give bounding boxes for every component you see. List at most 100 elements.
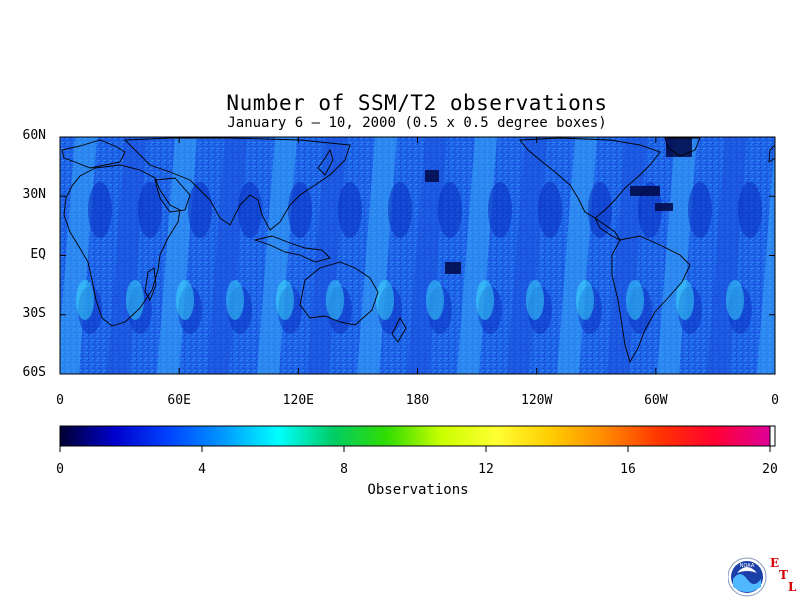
colorbar-label: 12 xyxy=(478,462,494,477)
asia-coast xyxy=(123,137,351,231)
swath-band xyxy=(557,137,597,374)
swath-gap xyxy=(238,182,262,238)
low-count-spot xyxy=(666,137,692,157)
swath-gap xyxy=(388,182,412,238)
colorbar-label: 8 xyxy=(340,462,348,477)
swath-band xyxy=(257,137,297,374)
swath-peak xyxy=(526,280,544,320)
swath-gap xyxy=(438,182,462,238)
lat-label: 60N xyxy=(22,128,46,143)
swath-gap xyxy=(538,182,562,238)
swath-peak xyxy=(726,280,744,320)
europe-coast xyxy=(61,139,126,169)
noaa-logo: NOAA xyxy=(728,557,767,597)
colorbar-label: 20 xyxy=(762,462,778,477)
colorbar-label: 16 xyxy=(620,462,636,477)
lat-label: 60S xyxy=(22,365,46,380)
coastlines xyxy=(61,137,775,364)
lon-label: 120E xyxy=(282,393,314,408)
lat-label: 30S xyxy=(22,305,46,321)
swath-gap xyxy=(328,286,352,334)
low-count-spot xyxy=(655,203,673,211)
lat-label: 30N xyxy=(22,187,46,203)
south-america-coast xyxy=(611,235,691,364)
low-count-spots xyxy=(425,137,692,274)
etl-letter-e: E xyxy=(770,556,780,570)
greenland-coast xyxy=(664,137,701,157)
swath-peak xyxy=(626,280,644,320)
low-count-spot xyxy=(425,170,439,182)
swath-peak xyxy=(326,280,344,320)
arabia-coast xyxy=(154,177,191,213)
colorbar-label: 4 xyxy=(198,462,206,477)
swath-gap xyxy=(288,182,312,238)
north-america-coast xyxy=(519,137,661,219)
swath-peak xyxy=(426,280,444,320)
swath-band xyxy=(107,137,147,374)
indonesia-coast xyxy=(253,235,331,263)
swath-gap xyxy=(88,182,112,238)
swath-peak xyxy=(76,280,94,320)
australia-coast xyxy=(299,261,379,326)
swath-band xyxy=(607,137,647,374)
swath-gap xyxy=(128,286,152,334)
colorbar-label: 0 xyxy=(56,462,64,477)
low-count-spot xyxy=(445,262,461,274)
swath-gap xyxy=(278,286,302,334)
swath-peak xyxy=(376,280,394,320)
lon-label: 180 xyxy=(405,393,430,408)
lon-label: 60W xyxy=(644,393,668,408)
swath-gap xyxy=(628,286,652,334)
swath-peak xyxy=(676,280,694,320)
swath-gap xyxy=(228,286,252,334)
swath-band xyxy=(457,137,497,374)
new-zealand-coast xyxy=(391,317,407,343)
swath-gap xyxy=(578,286,602,334)
swath-peak xyxy=(476,280,494,320)
swath-band xyxy=(407,137,447,374)
colorbar-title: Observations xyxy=(367,482,469,498)
lon-label: 120W xyxy=(521,393,553,408)
map-title: Number of SSM/T2 observations xyxy=(226,91,608,115)
swath-band xyxy=(157,137,197,374)
lon-label: 60E xyxy=(167,393,191,408)
swath-gap xyxy=(478,286,502,334)
map-tick-marks xyxy=(59,136,776,375)
swath-gap xyxy=(528,286,552,334)
low-count-spot xyxy=(630,186,660,196)
lon-label: 0 xyxy=(56,393,64,408)
swath-peak xyxy=(126,280,144,320)
swath-gap xyxy=(688,182,712,238)
etl-letter-l: L xyxy=(788,580,797,594)
swath-band xyxy=(207,137,247,374)
etl-letters: E T L xyxy=(766,556,800,596)
swath-peak xyxy=(226,280,244,320)
swath-gap xyxy=(428,286,452,334)
etl-letter-t: T xyxy=(779,568,788,582)
swath-gap xyxy=(338,182,362,238)
swath-peak xyxy=(576,280,594,320)
map-subtitle: January 6 – 10, 2000 (0.5 x 0.5 degree b… xyxy=(227,115,607,131)
colorbar-tick-marks xyxy=(59,446,771,452)
swath-gap xyxy=(378,286,402,334)
swath-band xyxy=(657,137,697,374)
madagascar-coast xyxy=(144,267,157,301)
lat-label: EQ xyxy=(30,246,46,262)
swath-gap xyxy=(728,286,752,334)
swath-gap xyxy=(178,286,202,334)
swath-peak xyxy=(276,280,294,320)
swath-peak xyxy=(176,280,194,320)
colorbar-gradient xyxy=(60,426,770,446)
swath-gap xyxy=(488,182,512,238)
swath-gap xyxy=(738,182,762,238)
swath-gap xyxy=(678,286,702,334)
uk-coast xyxy=(768,144,775,163)
swath-gap xyxy=(588,182,612,238)
lon-label: 0 xyxy=(771,393,779,408)
swath-band xyxy=(707,137,747,374)
swath-band xyxy=(507,137,547,374)
japan-coast xyxy=(317,148,334,176)
colorbar-end-swatch xyxy=(769,425,776,447)
